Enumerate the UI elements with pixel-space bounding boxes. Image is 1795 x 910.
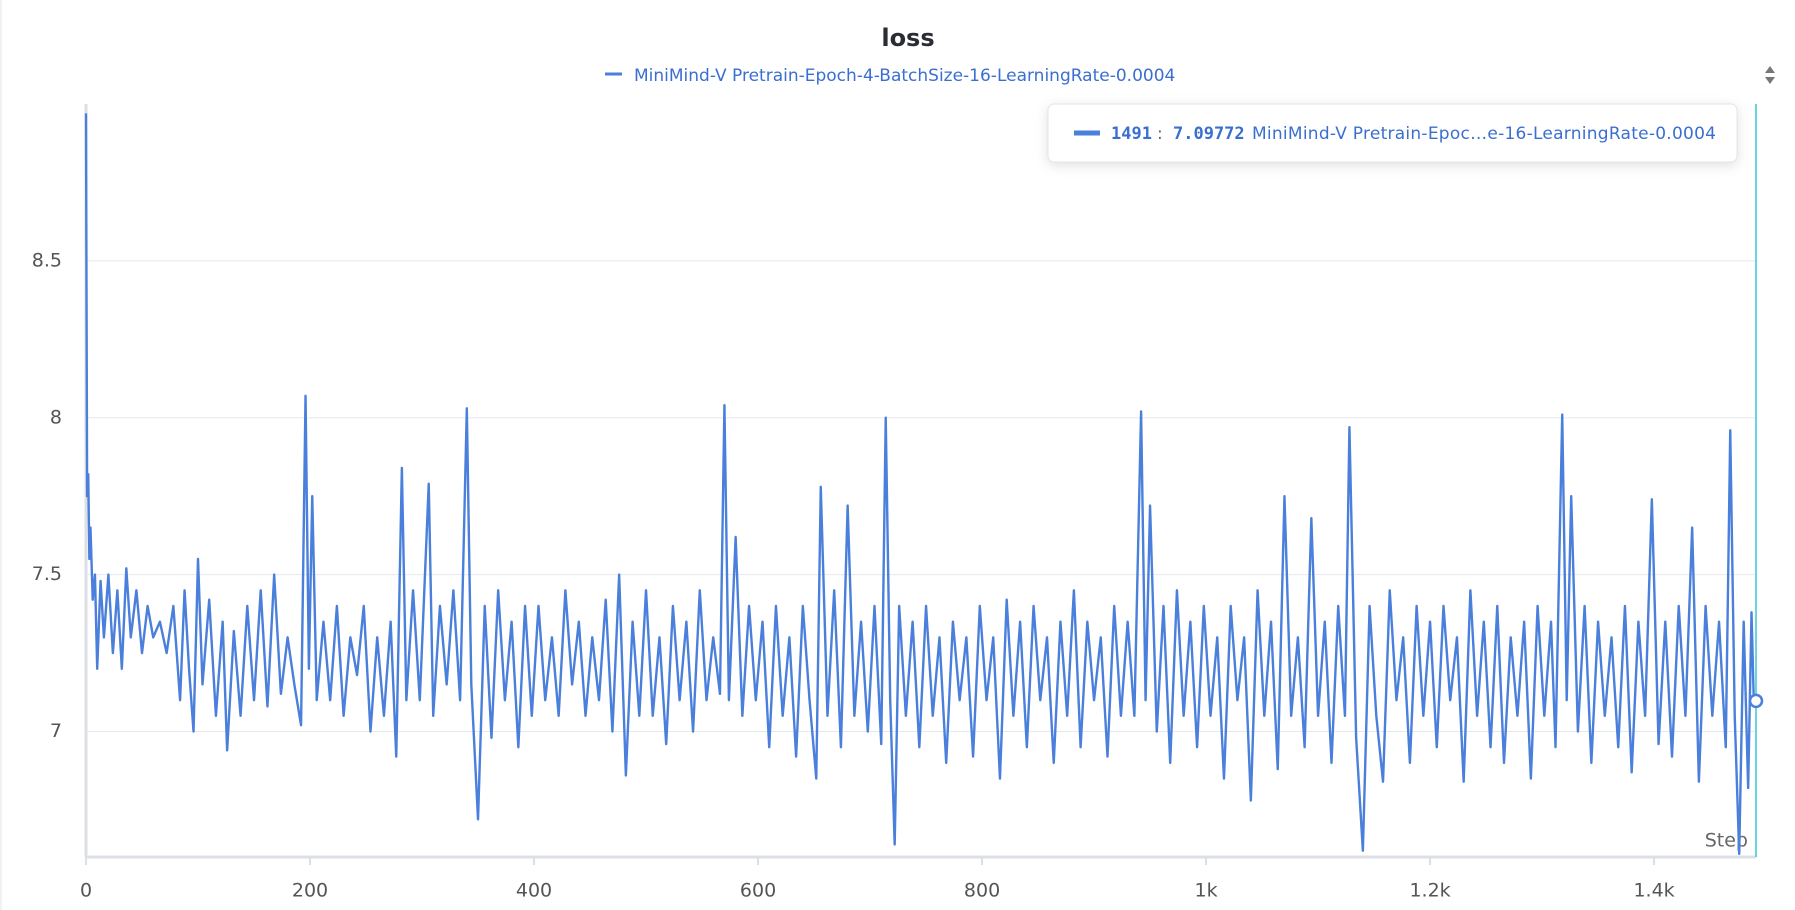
tooltip-label: MiniMind-V Pretrain-Epoc…e-16-LearningRa… xyxy=(1252,124,1716,144)
chart-title: loss xyxy=(881,24,934,52)
y-tick-label: 8 xyxy=(50,406,62,428)
data-line xyxy=(84,113,1757,856)
x-tick-label: 0 xyxy=(80,880,92,902)
tooltip: 1491:7.09772 MiniMind-V Pretrain-Epoc…e-1… xyxy=(1047,103,1738,163)
y-tick-label: 7.5 xyxy=(32,563,62,585)
tooltip-sep: : xyxy=(1157,124,1163,144)
x-axis-label: Step xyxy=(1705,830,1748,852)
x-tick-label: 1.4k xyxy=(1633,880,1674,902)
tooltip-step: 1491 xyxy=(1111,124,1152,144)
legend-label[interactable]: MiniMind-V Pretrain-Epoch-4-BatchSize-16… xyxy=(634,66,1175,86)
x-tick-label: 400 xyxy=(516,880,552,902)
tooltip-value: 7.09772 xyxy=(1173,124,1245,144)
y-tick-label: 8.5 xyxy=(32,249,62,271)
x-tick-label: 800 xyxy=(964,880,1000,902)
hover-point xyxy=(1748,693,1764,709)
x-tick-label: 200 xyxy=(292,880,328,902)
y-tick-label: 7 xyxy=(50,720,62,742)
x-tick-label: 1k xyxy=(1195,880,1218,902)
tooltip-box xyxy=(1047,103,1738,163)
x-tick-label: 600 xyxy=(740,880,776,902)
sort-icon[interactable] xyxy=(1765,66,1775,84)
x-tick-label: 1.2k xyxy=(1409,880,1450,902)
